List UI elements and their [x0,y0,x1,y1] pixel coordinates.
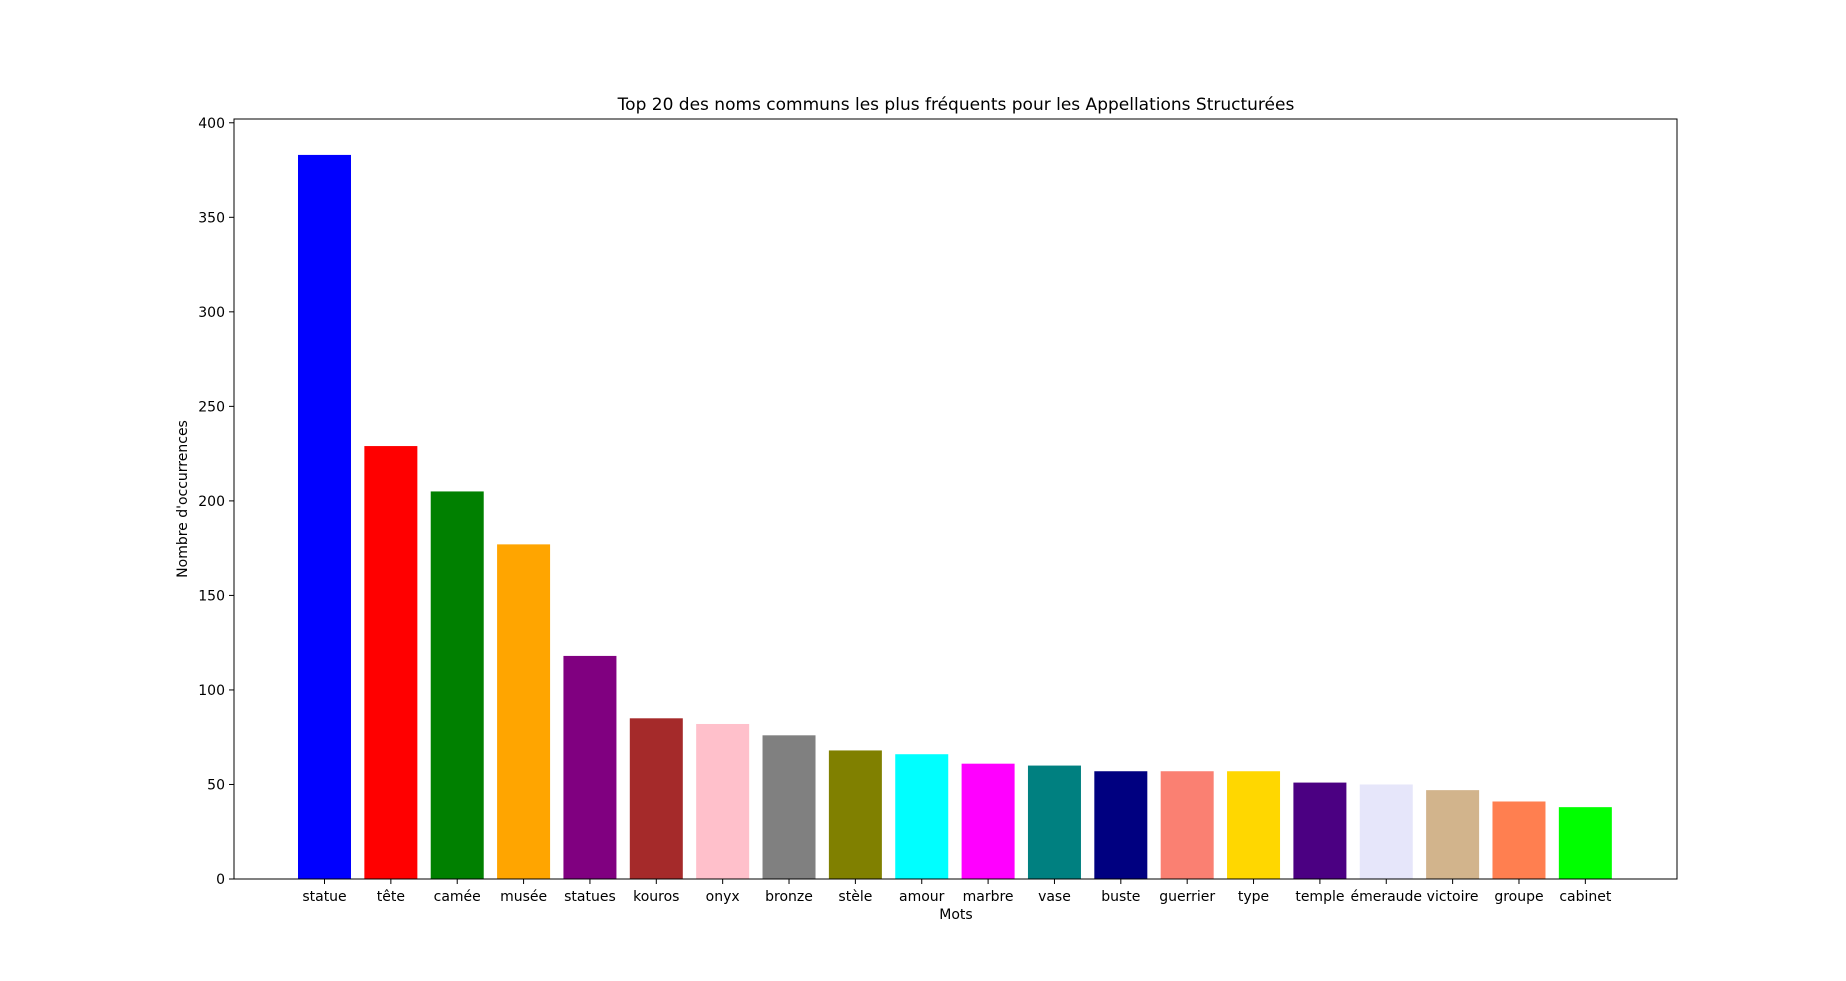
bar-bronze [762,735,816,879]
x-tick-label: victoire [1427,889,1479,905]
bar-statues [563,655,617,879]
bars-layer [298,154,1612,880]
x-tick-label: amour [899,889,945,905]
bar-stèle [828,750,882,879]
y-tick-label: 300 [198,305,225,321]
x-tick-label: onyx [706,889,740,905]
bar-temple [1293,782,1347,879]
x-tick-label: tête [377,889,405,905]
x-tick-label: musée [500,889,547,905]
x-tick-label: statues [564,889,616,905]
bar-amour [895,754,949,879]
bar-buste [1094,771,1148,879]
y-tick-label: 100 [198,683,225,699]
y-tick-label: 400 [198,116,225,132]
bar-cabinet [1558,807,1612,879]
x-tick-label: statue [302,889,346,905]
x-tick-label: camée [434,889,481,905]
y-tick-label: 0 [216,872,225,888]
x-tick-label: bronze [765,889,813,905]
x-tick-label: buste [1101,889,1140,905]
bar-vase [1027,765,1081,879]
x-tick-label: marbre [963,889,1014,905]
x-tick-label: kouros [633,889,679,905]
x-axis: statue tête camée musée statues kouros onyx bro… [302,879,1612,905]
y-axis-label: Nombre d'occurrences [175,420,191,578]
bar-victoire [1426,790,1480,879]
bar-musée [497,544,551,879]
x-tick-label: vase [1038,889,1071,905]
bar-statue [298,154,351,880]
x-tick-label: émeraude [1350,889,1422,905]
x-tick-label: stèle [838,889,872,905]
bar-camée [430,491,484,879]
bar-type [1227,771,1281,879]
y-tick-label: 200 [198,494,225,510]
y-tick-label: 250 [198,399,225,415]
x-tick-label: groupe [1494,889,1543,905]
bar-marbre [961,763,1015,879]
y-axis: 0 50 100 150 200 250 300 350 400 [198,116,234,888]
x-tick-label: type [1238,889,1269,905]
y-tick-label: 150 [198,588,225,604]
x-tick-label: temple [1295,889,1344,905]
chart-title: Top 20 des noms communs les plus fréquen… [617,95,1295,115]
bar-onyx [696,723,750,879]
bar-émeraude [1359,784,1413,879]
plot-frame [233,118,1678,880]
y-tick-label: 350 [198,210,225,226]
bar-tête [364,446,418,879]
y-tick-label: 50 [207,777,225,793]
x-axis-label: Mots [939,907,972,923]
bar-guerrier [1160,771,1214,879]
bar-kouros [629,718,683,879]
x-tick-label: guerrier [1159,889,1215,905]
x-tick-label: cabinet [1559,889,1612,905]
bar-groupe [1492,801,1546,879]
